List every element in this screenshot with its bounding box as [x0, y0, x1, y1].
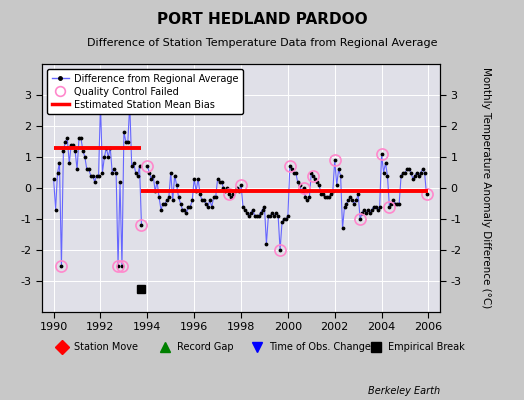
Y-axis label: Monthly Temperature Anomaly Difference (°C): Monthly Temperature Anomaly Difference (…	[481, 67, 491, 309]
Text: Berkeley Earth: Berkeley Earth	[368, 386, 440, 396]
Text: Record Gap: Record Gap	[177, 342, 234, 352]
Text: Station Move: Station Move	[74, 342, 138, 352]
Text: Difference of Station Temperature Data from Regional Average: Difference of Station Temperature Data f…	[87, 38, 437, 48]
Legend: Difference from Regional Average, Quality Control Failed, Estimated Station Mean: Difference from Regional Average, Qualit…	[47, 69, 243, 114]
Text: PORT HEDLAND PARDOO: PORT HEDLAND PARDOO	[157, 12, 367, 27]
Text: Time of Obs. Change: Time of Obs. Change	[269, 342, 371, 352]
Text: Empirical Break: Empirical Break	[388, 342, 465, 352]
